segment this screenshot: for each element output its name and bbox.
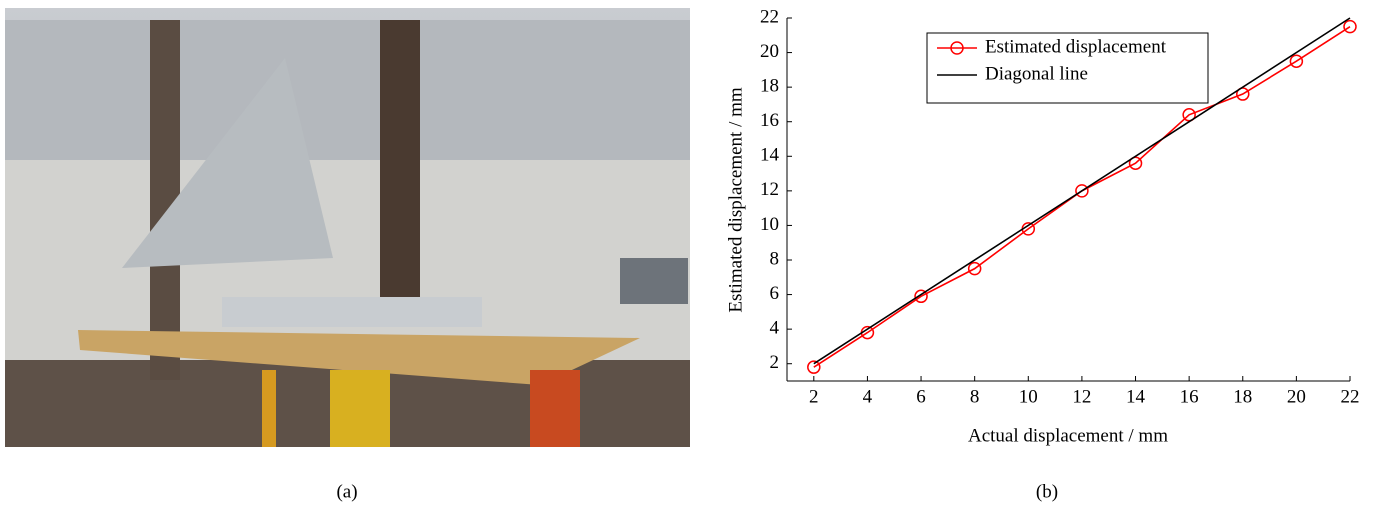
y-tick-label: 6	[770, 283, 780, 304]
x-tick-label: 20	[1287, 386, 1306, 407]
x-tick-label: 18	[1233, 386, 1252, 407]
y-tick-label: 20	[760, 41, 779, 62]
x-tick-label: 10	[1019, 386, 1038, 407]
x-tick-label: 12	[1072, 386, 1091, 407]
x-tick-label: 22	[1341, 386, 1360, 407]
y-tick-label: 8	[770, 248, 780, 269]
legend-label: Diagonal line	[985, 63, 1088, 84]
y-tick-label: 16	[760, 110, 779, 131]
legend-label: Estimated displacement	[985, 36, 1167, 57]
x-tick-label: 2	[809, 386, 819, 407]
panel-label: (a)	[336, 481, 357, 502]
y-tick-label: 18	[760, 76, 779, 97]
x-tick-label: 6	[916, 386, 926, 407]
x-tick-label: 16	[1180, 386, 1199, 407]
y-tick-label: 10	[760, 214, 779, 235]
panel-label: (b)	[1036, 481, 1058, 502]
y-tick-label: 14	[760, 145, 780, 166]
y-axis-label: Estimated displacement / mm	[725, 87, 746, 313]
y-tick-label: 22	[760, 6, 779, 27]
y-tick-label: 4	[770, 318, 780, 339]
y-tick-label: 12	[760, 179, 779, 200]
photo	[5, 8, 690, 447]
x-tick-label: 4	[863, 386, 873, 407]
y-tick-label: 2	[770, 352, 780, 373]
x-tick-label: 14	[1126, 386, 1146, 407]
figure: (a) (b) Actual displacement / mm Estimat…	[0, 0, 1376, 508]
x-tick-label: 8	[970, 386, 980, 407]
x-axis-label: Actual displacement / mm	[968, 425, 1168, 446]
